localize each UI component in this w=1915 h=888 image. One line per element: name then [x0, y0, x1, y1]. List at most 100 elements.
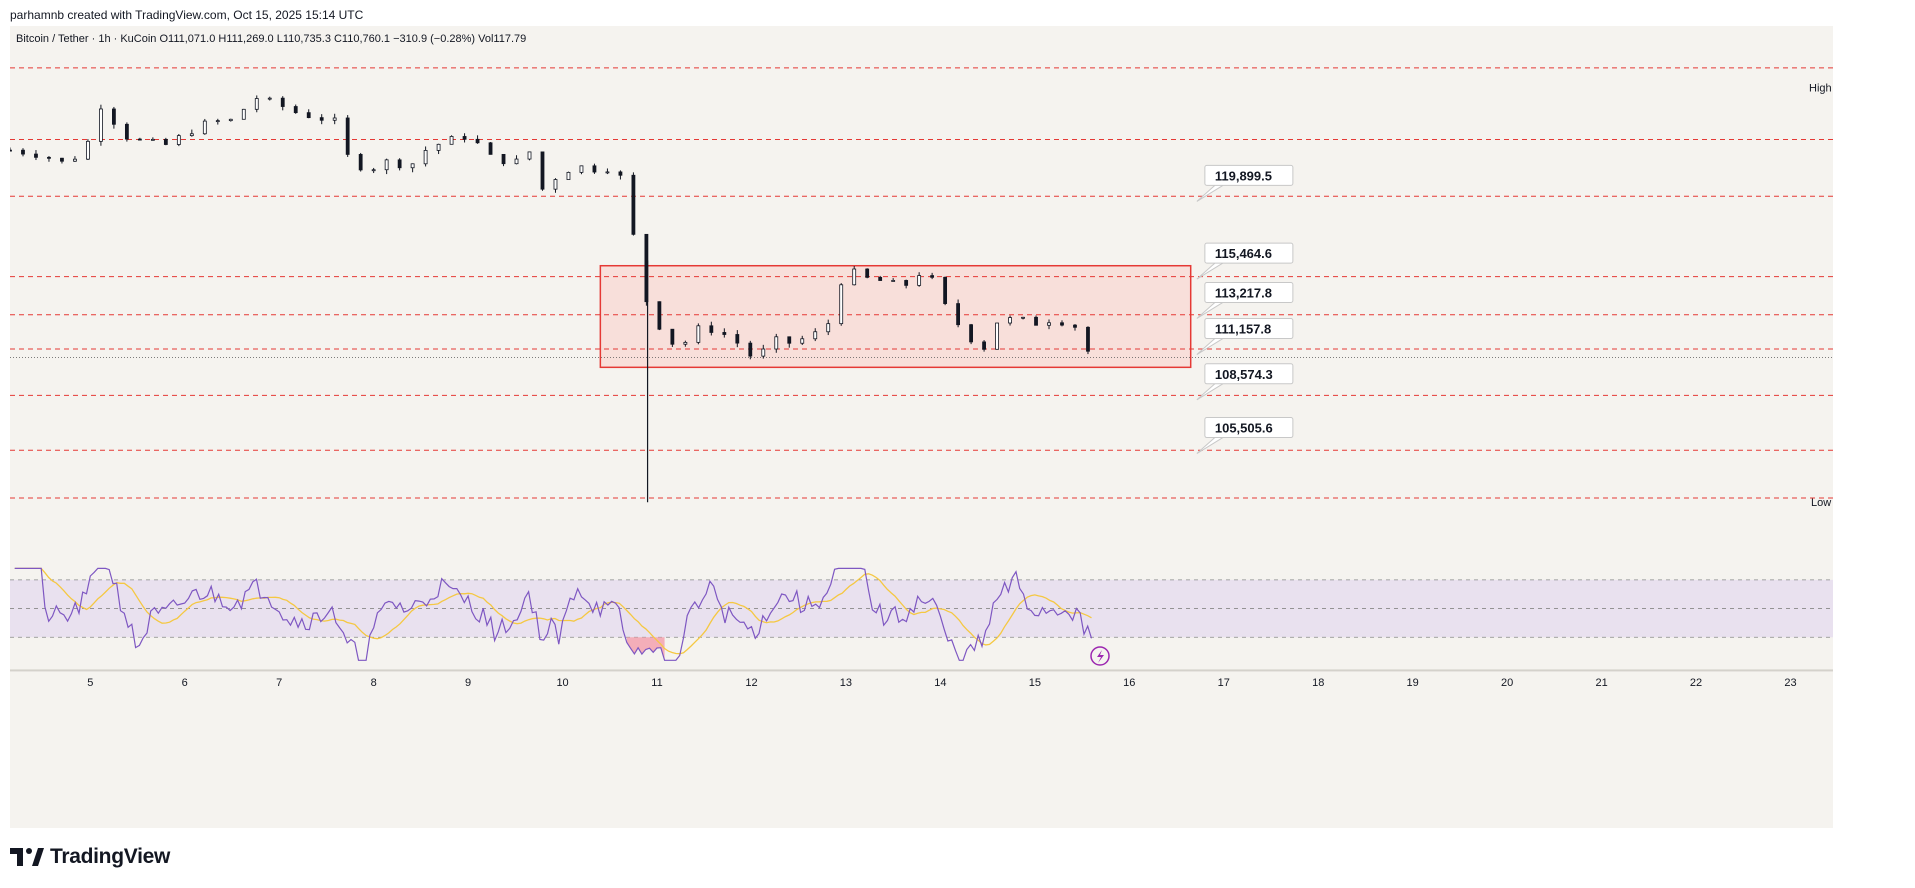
x-tick-label-9: 14 [934, 677, 946, 689]
x-tick-label-13: 18 [1312, 677, 1324, 689]
callout-pointer-3 [1196, 338, 1224, 355]
x-tick-label-15: 20 [1501, 677, 1513, 689]
plot-background [10, 26, 1833, 828]
candle-body-11 [150, 138, 155, 141]
candle-body-78 [1021, 316, 1025, 319]
x-tick-label-6: 11 [651, 677, 662, 689]
candle-body-5 [73, 158, 77, 162]
x-tick-label-14: 19 [1407, 677, 1419, 689]
rsi-line [14, 567, 1093, 661]
callout-box-4 [1204, 363, 1294, 385]
callout-box-5 [1204, 417, 1294, 439]
candle-body-77 [1008, 317, 1012, 324]
candles [10, 95, 1090, 503]
candle-body-8 [112, 108, 116, 125]
callout-box-0 [1204, 164, 1294, 186]
candle-body-51 [670, 328, 675, 345]
candle-body-80 [1047, 322, 1051, 326]
candle-body-39 [514, 158, 519, 165]
candle-body-59 [774, 336, 779, 350]
candle-body-60 [787, 336, 792, 344]
candle-body-71 [930, 275, 935, 278]
candle-body-20 [267, 97, 272, 100]
rsi-band [10, 579, 1833, 638]
horizontal-levels [10, 67, 1833, 499]
candle-body-57 [748, 342, 753, 357]
candle-body-4 [60, 157, 64, 162]
candle-body-76 [995, 322, 999, 350]
tradingview-logo[interactable]: TradingView [10, 845, 170, 869]
candle-body-35 [462, 136, 467, 140]
candle-body-45 [592, 165, 597, 173]
candle-body-63 [826, 323, 831, 333]
candle-body-26 [345, 117, 350, 155]
candle-body-36 [475, 138, 480, 144]
x-tick-label-12: 17 [1218, 677, 1230, 689]
chart-canvas[interactable]: Bitcoin / Tether · 1h · KuCoin O111,071.… [10, 26, 1833, 828]
candle-body-44 [579, 165, 584, 173]
high-tag-text: High [1809, 82, 1832, 94]
tradingview-mark-icon [10, 848, 44, 866]
candle-body-70 [917, 275, 922, 286]
callout-label-4: 108,574.3 [1215, 367, 1273, 382]
candle-body-55 [722, 332, 727, 335]
tradingview-brand: TradingView [50, 845, 171, 868]
x-tick-label-7: 12 [745, 677, 757, 689]
candle-body-9 [124, 123, 129, 140]
candle-body-69 [904, 280, 909, 286]
candle-body-17 [228, 118, 233, 122]
x-tick-label-10: 15 [1029, 677, 1041, 689]
candle-body-21 [280, 97, 285, 107]
callout-pointer-0 [1196, 184, 1224, 202]
symbol-legend: Bitcoin / Tether · 1h · KuCoin O111,071.… [16, 33, 526, 45]
candle-body-10 [137, 138, 142, 141]
candle-body-68 [891, 280, 896, 282]
flash-icon[interactable] [1090, 646, 1110, 666]
candle-body-73 [956, 303, 961, 326]
candle-body-47 [618, 171, 623, 176]
rsi-pane [10, 567, 1833, 661]
callout-pointer-4 [1196, 383, 1224, 401]
candle-body-43 [566, 171, 571, 180]
x-tick-label-3: 8 [371, 677, 377, 689]
candle-body-46 [605, 171, 610, 174]
candle-body-2 [34, 153, 38, 158]
candle-body-67 [878, 276, 883, 281]
x-tick-label-4: 9 [465, 677, 471, 689]
candle-body-28 [371, 169, 376, 172]
candle-body-50 [657, 301, 662, 330]
candle-body-32 [423, 150, 428, 165]
candle-body-62 [813, 331, 818, 340]
candle-body-29 [384, 159, 389, 171]
candle-body-52 [683, 341, 688, 345]
candle-body-40 [527, 151, 532, 160]
price-chart[interactable]: Bitcoin / Tether · 1h · KuCoin O111,071.… [10, 26, 1833, 828]
callout-box-3 [1204, 318, 1294, 340]
callout-label-5: 105,505.6 [1215, 421, 1273, 436]
callout-label-0: 119,899.5 [1215, 168, 1272, 183]
candle-body-37 [488, 142, 493, 155]
candle-body-83 [1086, 326, 1090, 352]
candle-body-82 [1073, 324, 1077, 328]
candle-body-72 [943, 276, 948, 304]
candle-body-3 [47, 156, 51, 159]
range-zone[interactable] [599, 264, 1192, 369]
candle-body-19 [254, 98, 259, 110]
callout-pointer-2 [1196, 302, 1224, 319]
candle-body-56 [735, 334, 740, 344]
candle-body-1 [21, 149, 25, 155]
candle-body-22 [293, 106, 298, 114]
candle-body-23 [306, 112, 311, 119]
x-tick-label-1: 6 [182, 677, 188, 689]
candle-body-18 [241, 108, 246, 120]
candle-body-0 [10, 149, 12, 152]
callout-label-2: 113,217.8 [1215, 285, 1272, 300]
candle-body-53 [696, 325, 701, 343]
x-tick-label-0: 5 [87, 677, 93, 689]
candle-body-79 [1034, 316, 1038, 326]
callout-pointer-1 [1196, 262, 1224, 280]
candle-body-30 [397, 159, 402, 169]
candle-body-64 [839, 284, 844, 325]
candle-body-66 [865, 268, 870, 278]
candle-body-25 [332, 117, 337, 121]
